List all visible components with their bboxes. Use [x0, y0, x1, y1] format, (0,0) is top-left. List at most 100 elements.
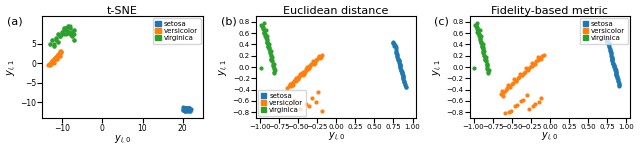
Point: [511, 79, 521, 82]
Point: [299, 73, 309, 75]
Point: [264, 51, 275, 54]
Point: [534, 101, 544, 103]
Point: [284, 84, 294, 87]
Point: [45, 63, 56, 65]
Point: [481, 56, 491, 58]
Point: [67, 31, 77, 33]
Point: [55, 35, 65, 37]
Point: [259, 32, 269, 34]
Point: [180, 108, 190, 110]
Point: [180, 107, 191, 109]
Point: [49, 44, 60, 47]
Point: [51, 37, 61, 39]
Point: [63, 25, 74, 27]
Point: [606, 54, 616, 57]
Point: [45, 63, 55, 66]
Point: [53, 33, 63, 35]
Point: [603, 40, 613, 43]
Point: [483, 71, 493, 74]
Point: [504, 85, 515, 87]
Point: [67, 35, 77, 37]
Point: [614, 85, 625, 87]
Point: [65, 33, 76, 35]
Point: [611, 73, 621, 75]
Point: [178, 106, 188, 108]
Point: [55, 35, 65, 37]
Point: [305, 65, 316, 67]
Point: [611, 74, 621, 76]
Point: [497, 90, 507, 92]
Point: [49, 58, 60, 60]
Point: [523, 68, 533, 71]
Point: [612, 79, 623, 82]
X-axis label: $y_{i,0}$: $y_{i,0}$: [541, 131, 559, 144]
Point: [54, 54, 64, 57]
Point: [611, 70, 621, 73]
Point: [260, 33, 270, 36]
Point: [517, 74, 527, 77]
Point: [519, 71, 529, 74]
Point: [258, 28, 268, 30]
Point: [312, 57, 322, 60]
Point: [470, 25, 481, 28]
Point: [394, 61, 404, 64]
Point: [512, 104, 522, 106]
Point: [477, 44, 487, 47]
Point: [49, 44, 60, 47]
Point: [482, 63, 492, 65]
Point: [605, 50, 615, 52]
Point: [266, 54, 276, 57]
Point: [61, 29, 72, 31]
Point: [399, 80, 409, 82]
Point: [476, 42, 486, 45]
Point: [524, 108, 534, 110]
Point: [394, 60, 404, 62]
Point: [478, 50, 488, 52]
Point: [55, 52, 65, 54]
Point: [54, 55, 65, 57]
Point: [179, 108, 189, 111]
Point: [301, 69, 311, 71]
Point: [481, 59, 491, 62]
Point: [57, 31, 67, 33]
Point: [182, 109, 192, 112]
Point: [602, 38, 612, 40]
Point: [477, 44, 487, 47]
Point: [607, 58, 618, 60]
Point: [522, 94, 532, 96]
Point: [67, 31, 77, 33]
Point: [61, 33, 72, 35]
Legend: setosa, versicolor, virginica: setosa, versicolor, virginica: [580, 18, 628, 44]
Point: [392, 56, 403, 58]
Point: [55, 51, 65, 53]
Point: [262, 42, 273, 45]
Point: [477, 47, 488, 49]
Point: [482, 66, 492, 69]
Point: [180, 109, 191, 112]
Point: [268, 66, 278, 69]
Point: [395, 65, 405, 67]
Point: [516, 100, 526, 102]
Point: [185, 108, 195, 110]
Point: [474, 29, 484, 32]
Point: [60, 29, 70, 31]
Text: (a): (a): [7, 16, 22, 26]
Point: [69, 29, 79, 31]
Point: [477, 46, 488, 49]
Point: [182, 107, 193, 109]
Point: [65, 25, 76, 27]
Point: [611, 71, 621, 74]
Point: [259, 31, 269, 33]
Point: [65, 27, 76, 29]
Point: [184, 106, 195, 109]
Point: [606, 52, 616, 54]
Point: [472, 28, 482, 30]
Point: [179, 107, 189, 110]
Point: [288, 82, 298, 84]
Point: [270, 69, 280, 71]
Point: [57, 31, 67, 33]
Point: [67, 31, 77, 33]
Point: [183, 109, 193, 111]
Point: [500, 112, 510, 114]
Point: [286, 85, 296, 87]
